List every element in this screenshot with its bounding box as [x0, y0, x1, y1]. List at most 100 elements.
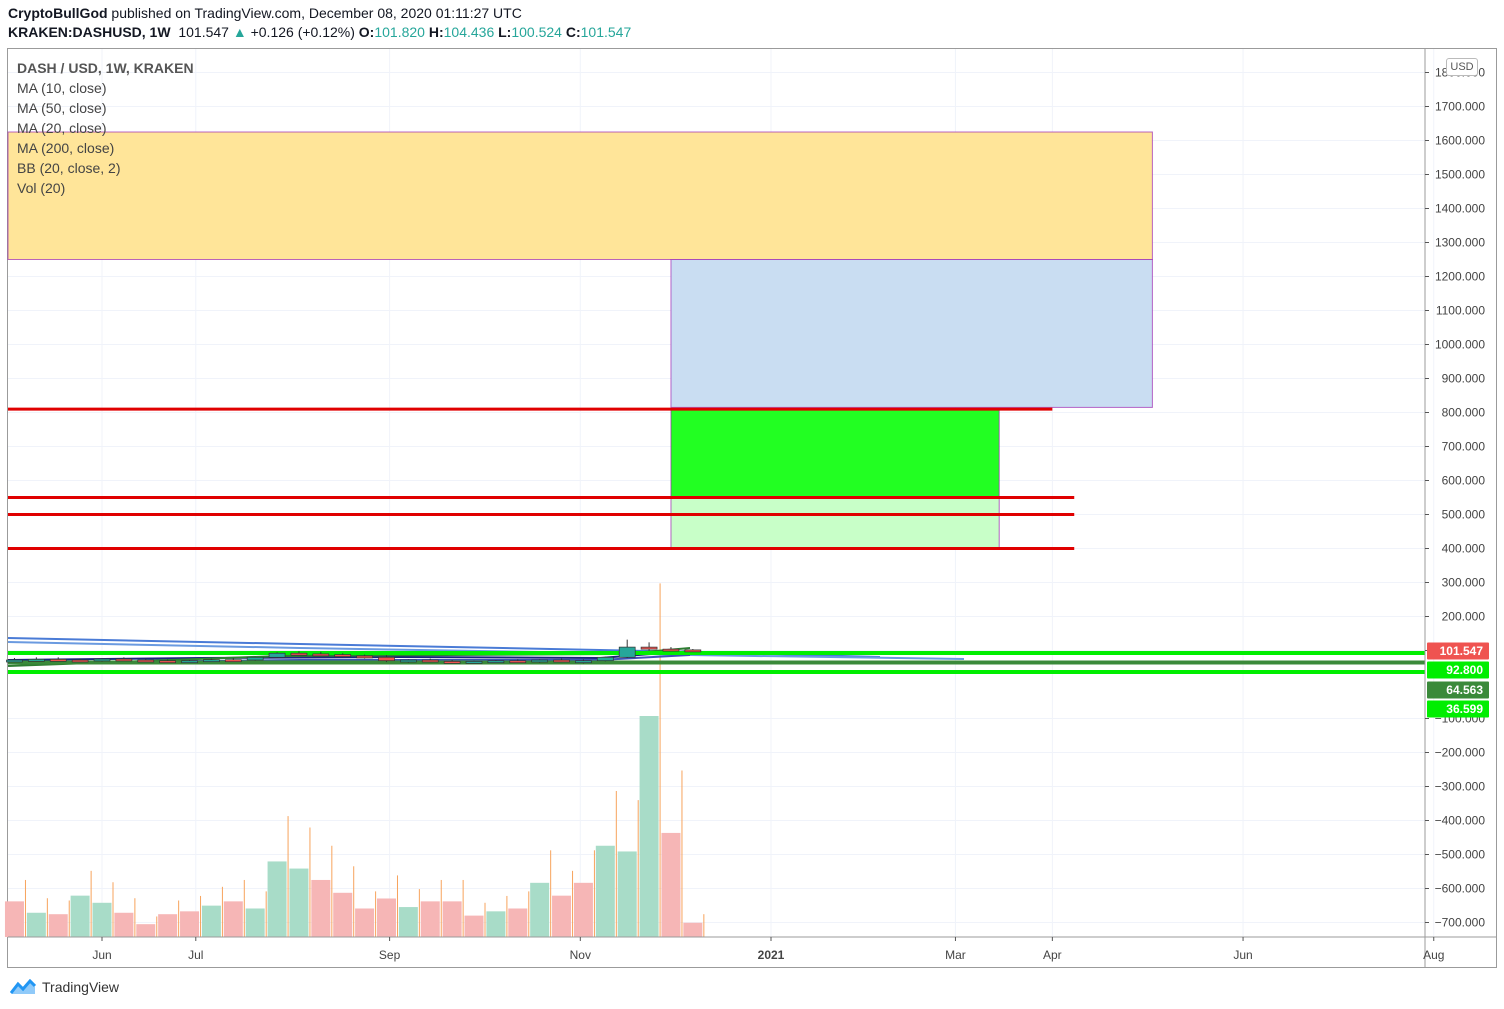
y-tick-label: 1200.000 [1435, 270, 1485, 284]
candle-body [28, 658, 45, 662]
y-tick-label: 400.000 [1442, 542, 1486, 556]
y-tick-label: −700.000 [1435, 916, 1486, 930]
candle-body [400, 659, 417, 663]
candle-body [246, 656, 264, 661]
price-label-bg [1427, 661, 1489, 679]
candle-body [159, 660, 176, 664]
volume-bar [201, 905, 221, 937]
footer-brand[interactable]: TradingView [10, 979, 119, 995]
candle-body [356, 655, 373, 659]
candles [6, 639, 702, 664]
volume-bar [552, 895, 572, 937]
candle-body [312, 653, 330, 657]
light-green-zone [670, 497, 1000, 549]
volume-bar [530, 882, 550, 937]
candle-body [487, 660, 505, 664]
legend-item-ma200[interactable]: MA (200, close) [17, 140, 115, 156]
author-name[interactable]: CryptoBullGod [8, 5, 108, 21]
change-value: +0.126 (+0.12%) [250, 24, 355, 40]
volume-bar [508, 908, 528, 937]
candle-body [465, 661, 483, 664]
candle-body [553, 659, 570, 663]
candle-body [224, 659, 242, 663]
candle-body [421, 659, 439, 663]
price-label-bg [1427, 681, 1489, 699]
price-label: 92.800 [1446, 663, 1483, 677]
publish-info: CryptoBullGod published on TradingView.c… [8, 5, 522, 21]
open-value: 101.820 [374, 24, 425, 40]
x-tick-label: Nov [570, 948, 591, 962]
y-tick-label: 1100.000 [1436, 304, 1485, 318]
candle-body [6, 659, 23, 663]
y-tick-label: 1000.000 [1435, 338, 1485, 352]
candle-body [596, 656, 614, 662]
legend-item-ma50[interactable]: MA (50, close) [17, 100, 107, 116]
volume-bar [420, 901, 440, 937]
legend-item-ma10[interactable]: MA (10, close) [17, 80, 107, 96]
y-tick-label: 1400.000 [1435, 202, 1485, 216]
volume-bar [223, 901, 243, 937]
volume-bar [617, 851, 637, 937]
y-tick-label: 1300.000 [1435, 236, 1485, 250]
x-tick-label: Aug [1423, 948, 1444, 962]
volume-bar [595, 845, 615, 937]
candle-body [49, 658, 67, 662]
last-price: 101.547 [178, 24, 229, 40]
low-value: 100.524 [511, 24, 562, 40]
y-tick-label: 1700.000 [1435, 100, 1485, 114]
price-label: 101.547 [1440, 644, 1484, 658]
high-label: H: [428, 24, 444, 40]
y-tick-label: 900.000 [1442, 372, 1486, 386]
volume-bar [573, 882, 593, 937]
green-zone [670, 408, 1000, 499]
y-tick-label: 700.000 [1442, 440, 1486, 454]
x-tick-label: Apr [1043, 948, 1062, 962]
price-label: 36.599 [1446, 702, 1483, 716]
volume-bar [639, 716, 659, 937]
candle-body [443, 661, 461, 664]
y-tick-label: −400.000 [1435, 814, 1486, 828]
volume-bar [180, 911, 200, 937]
volume-bar [486, 911, 506, 937]
y-tick-label: 600.000 [1442, 474, 1486, 488]
y-tick-label: 500.000 [1442, 508, 1486, 522]
volume-bar [48, 914, 68, 937]
yellow-zone [7, 131, 1153, 260]
volume-bar [355, 908, 375, 937]
candle-body [662, 648, 680, 652]
published-text: published on TradingView.com, December 0… [107, 5, 522, 21]
y-tick-label: 200.000 [1442, 610, 1486, 624]
volume-bar [661, 832, 681, 937]
x-tick-label: Jul [188, 948, 203, 962]
currency-badge[interactable]: USD [1446, 58, 1478, 76]
level-lines [8, 407, 1425, 675]
candle-body [509, 660, 527, 664]
volume-bar [70, 895, 90, 937]
y-tick-label: 1600.000 [1435, 134, 1485, 148]
indicator-legend: DASH / USD, 1W, KRAKEN MA (10, close) MA… [17, 58, 194, 198]
volume-bar [114, 912, 134, 937]
symbol-label: KRAKEN:DASHUSD, 1W [8, 24, 171, 40]
price-labels: 101.547 92.800 64.563 36.599 [1427, 642, 1489, 718]
legend-item-vol[interactable]: Vol (20) [17, 180, 66, 196]
y-tick-label: −300.000 [1435, 780, 1486, 794]
blue-zone [670, 259, 1153, 408]
volume-bar [136, 924, 156, 937]
candle-body [115, 658, 133, 662]
volume-bar [464, 915, 484, 937]
volume-bar [376, 898, 396, 937]
candle-body [531, 659, 549, 663]
volume-bar [442, 901, 462, 937]
candle-body [71, 659, 89, 663]
legend-item-bb[interactable]: BB (20, close, 2) [17, 160, 121, 176]
candle-body [378, 656, 395, 662]
y-tick-label: 300.000 [1442, 576, 1486, 590]
x-tick-label: Jun [92, 948, 111, 962]
volume-bar [267, 861, 287, 937]
legend-item-ma20[interactable]: MA (20, close) [17, 120, 107, 136]
x-tick-label: Sep [379, 948, 401, 962]
y-tick-label: 800.000 [1442, 406, 1486, 420]
volume-bar [26, 912, 46, 937]
low-label: L: [498, 24, 512, 40]
